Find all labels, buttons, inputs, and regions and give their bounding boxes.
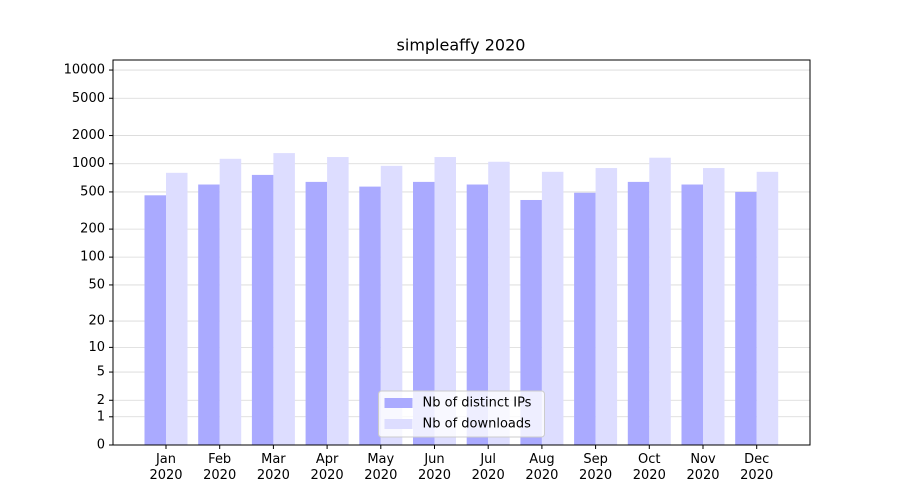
chart-title: simpleaffy 2020	[397, 36, 526, 55]
x-tick-label: Jun 2020	[417, 452, 452, 483]
y-tick-label: 200	[80, 222, 105, 237]
bar	[466, 184, 489, 445]
x-tick-label: Feb 2020	[203, 452, 237, 483]
bar	[520, 199, 542, 445]
y-tick-label: 500	[80, 184, 105, 199]
bar	[219, 158, 242, 445]
legend-swatch	[384, 398, 413, 408]
y-tick-label: 1	[97, 409, 105, 424]
bar	[703, 168, 725, 445]
legend-box	[378, 390, 545, 438]
bar	[305, 181, 328, 445]
y-tick-label: 2000	[72, 128, 105, 143]
y-tick-label: 20	[88, 314, 105, 329]
legend-swatch	[384, 419, 413, 429]
bar	[756, 171, 779, 445]
y-tick-label: 1000	[72, 156, 105, 171]
legend-label: Nb of downloads	[423, 417, 532, 432]
plot-frame	[112, 59, 811, 446]
bar	[144, 195, 166, 445]
bar	[251, 174, 274, 446]
y-tick-label: 10000	[64, 63, 105, 78]
legend-label: Nb of distinct IPs	[423, 396, 532, 411]
x-tick-label: Sep 2020	[579, 452, 613, 483]
bar	[198, 184, 220, 445]
x-tick-label: May 2020	[364, 452, 398, 483]
x-tick-label: Dec 2020	[740, 452, 774, 483]
bar	[327, 157, 349, 446]
bar	[359, 186, 381, 445]
y-tick-label: 0	[97, 438, 105, 453]
bar	[380, 165, 403, 445]
y-tick-label: 5	[97, 365, 105, 380]
bar	[627, 181, 650, 445]
y-tick-label: 2	[97, 393, 105, 408]
x-tick-label: Nov 2020	[686, 452, 720, 483]
bar	[166, 172, 188, 446]
bar	[434, 157, 456, 446]
bar	[574, 192, 596, 445]
y-tick-label: 50	[88, 277, 105, 292]
y-tick-label: 100	[80, 250, 105, 265]
bar	[413, 181, 435, 445]
bar	[735, 191, 757, 445]
x-tick-label: Jan 2020	[149, 452, 183, 483]
bar	[595, 168, 618, 445]
y-tick-label: 5000	[72, 91, 105, 106]
x-tick-label: Mar 2020	[256, 452, 290, 483]
x-tick-label: Apr 2020	[310, 452, 344, 483]
bar	[681, 184, 703, 445]
bar	[541, 171, 564, 445]
y-tick-label: 10	[88, 340, 105, 355]
x-tick-label: Oct 2020	[632, 452, 666, 483]
bar	[488, 161, 510, 445]
bar	[649, 157, 671, 446]
x-tick-label: Jul 2020	[471, 452, 505, 483]
bar	[273, 153, 295, 446]
x-tick-label: Aug 2020	[525, 452, 559, 483]
